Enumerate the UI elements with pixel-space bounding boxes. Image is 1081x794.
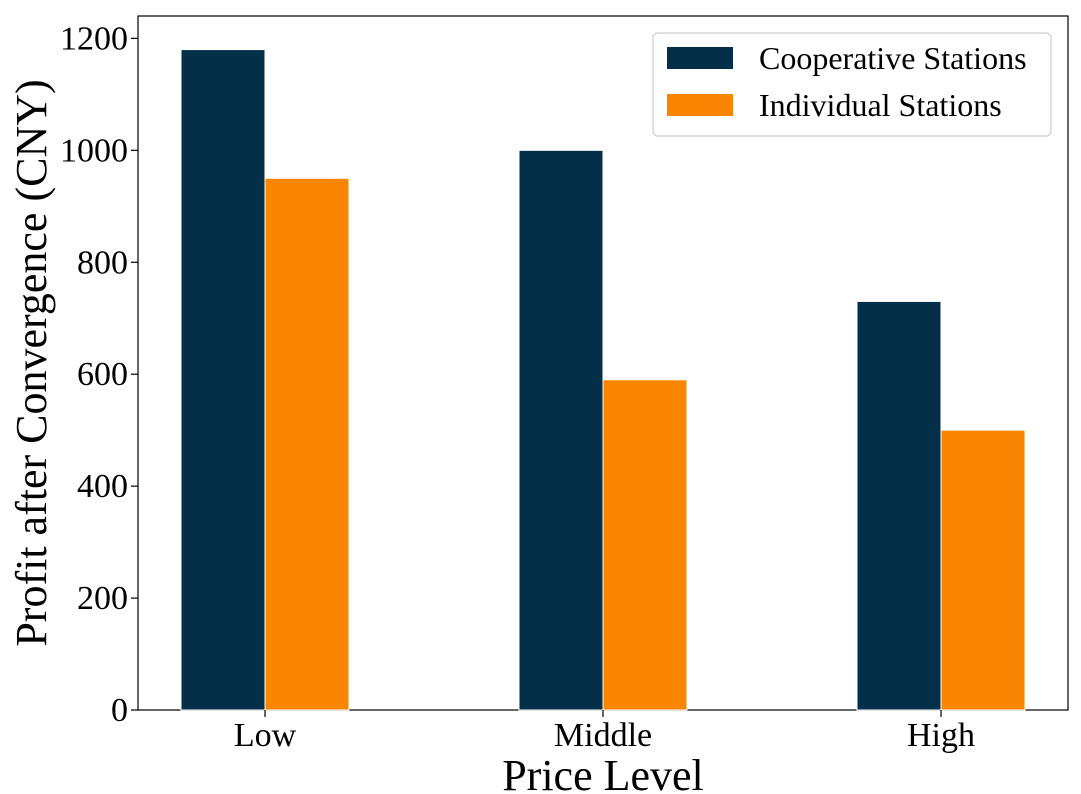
- y-axis-ticks: 0 200 400 600 800 1000 1200: [60, 20, 138, 729]
- y-tick-label: 400: [77, 468, 128, 505]
- bar-individual-high: [940, 429, 1026, 711]
- bar-cooperative-low: [180, 49, 266, 711]
- x-axis-title: Price Level: [502, 751, 704, 794]
- legend-swatch-individual: [667, 94, 733, 116]
- x-tick-label: Middle: [554, 717, 652, 754]
- y-tick-label: 600: [77, 356, 128, 393]
- bar-cooperative-high: [856, 300, 942, 711]
- plot-area: 0 200 400 600 800 1000 1200 Low Middle High: [60, 15, 1069, 754]
- x-tick-label: Low: [234, 717, 297, 754]
- y-tick-label: 200: [77, 580, 128, 617]
- legend: Cooperative Stations Individual Stations: [652, 32, 1052, 137]
- bar-individual-middle: [602, 379, 688, 711]
- legend-label-individual: Individual Stations: [759, 87, 1002, 123]
- y-tick-label: 1000: [60, 132, 128, 169]
- legend-box: [652, 32, 1052, 137]
- legend-label-cooperative: Cooperative Stations: [759, 40, 1027, 76]
- bar-cooperative-middle: [518, 149, 604, 711]
- y-axis-title: Profit after Convergence (CNY): [7, 79, 56, 646]
- y-tick-label: 1200: [60, 20, 128, 57]
- bar-individual-low: [264, 177, 350, 711]
- legend-swatch-cooperative: [667, 47, 733, 69]
- y-tick-label: 0: [111, 692, 128, 729]
- bars-group: [180, 49, 1026, 711]
- x-axis-ticks: Low Middle High: [234, 710, 975, 754]
- x-tick-label: High: [907, 717, 975, 754]
- y-tick-label: 800: [77, 244, 128, 281]
